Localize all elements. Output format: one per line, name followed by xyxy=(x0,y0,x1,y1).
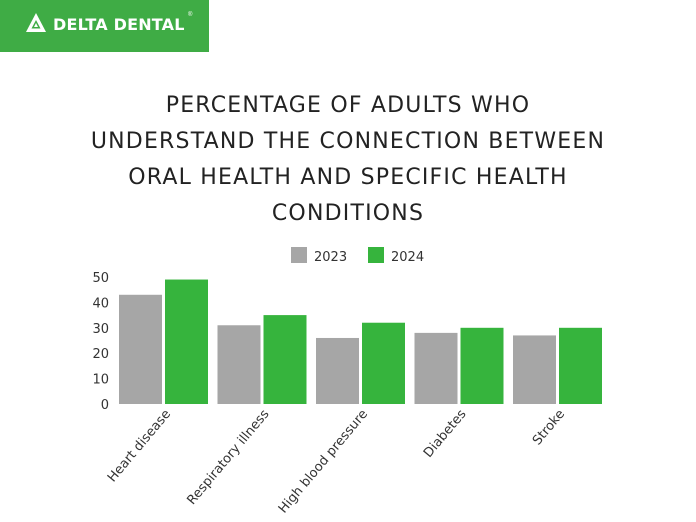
legend-label-2023: 2023 xyxy=(314,250,347,265)
registered-mark: ® xyxy=(188,12,193,18)
delta-dental-logo-icon xyxy=(26,13,46,32)
y-tick-label: 50 xyxy=(92,271,109,286)
y-tick-label: 0 xyxy=(101,398,109,413)
chart-title: PERCENTAGE OF ADULTS WHO UNDERSTAND THE … xyxy=(40,88,656,232)
y-tick-label: 10 xyxy=(92,373,109,388)
chart-title-line: PERCENTAGE OF ADULTS WHO xyxy=(165,93,531,118)
bar-2023-diabetes xyxy=(414,332,458,404)
legend-swatch-2024 xyxy=(368,247,384,263)
bar-2024-heart-disease xyxy=(165,279,208,404)
bar-2023-heart-disease xyxy=(119,294,162,404)
x-category-label: Respiratory illness xyxy=(184,407,272,508)
bar-2024-high-blood-pressure xyxy=(362,322,405,404)
bar-2024-respiratory-illness xyxy=(263,315,307,404)
legend-swatch-2023 xyxy=(291,247,307,263)
bar-2023-stroke xyxy=(513,335,556,404)
chart-title-line: ORAL HEALTH AND SPECIFIC HEALTH xyxy=(128,165,568,190)
y-tick-label: 20 xyxy=(92,347,109,362)
y-tick-label: 30 xyxy=(92,322,109,337)
legend-label-2024: 2024 xyxy=(391,250,424,265)
x-category-label: Stroke xyxy=(530,407,568,448)
bar-2023-high-blood-pressure xyxy=(316,337,359,404)
chart-title-line: CONDITIONS xyxy=(271,201,425,226)
x-category-label: Heart disease xyxy=(105,407,174,485)
chart-title-line: UNDERSTAND THE CONNECTION BETWEEN xyxy=(90,129,606,154)
y-tick-label: 40 xyxy=(92,296,109,311)
bar-2023-respiratory-illness xyxy=(217,325,261,404)
delta-dental-logo: DELTA DENTAL ® xyxy=(0,0,209,52)
bar-2024-diabetes xyxy=(460,327,504,404)
x-category-label: High blood pressure xyxy=(276,407,371,516)
brand-name: DELTA DENTAL xyxy=(53,15,185,34)
bar-2024-stroke xyxy=(559,327,602,404)
x-category-label: Diabetes xyxy=(421,407,470,461)
